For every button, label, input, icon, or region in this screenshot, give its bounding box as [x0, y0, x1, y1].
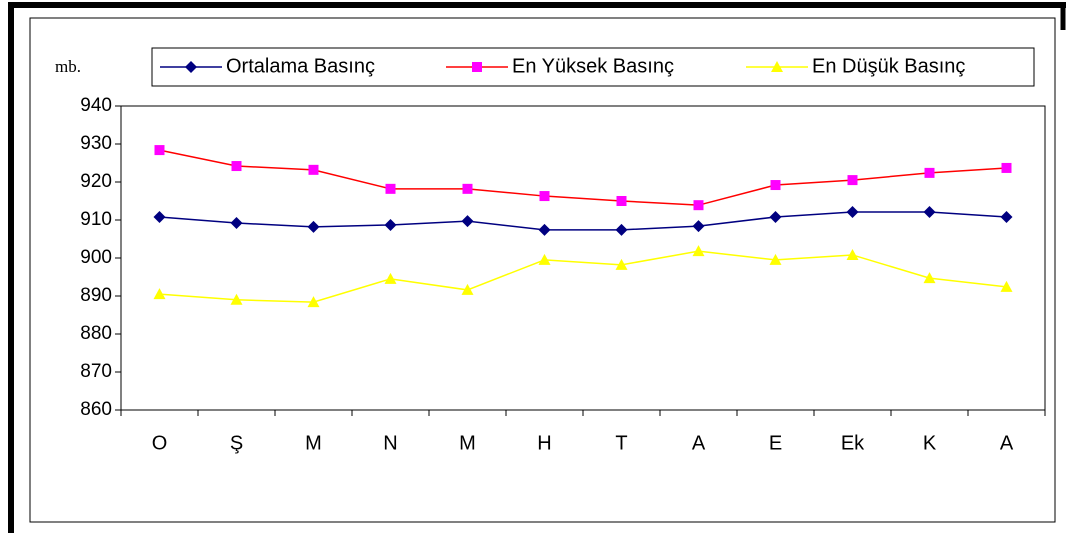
data-point [538, 253, 551, 265]
data-point [230, 293, 243, 305]
data-point [1000, 280, 1013, 292]
data-point [769, 253, 782, 265]
y-tick-label: 870 [80, 361, 112, 382]
y-tick-label: 860 [80, 399, 112, 420]
y-tick-label: 900 [80, 247, 112, 268]
series-line [159, 250, 1007, 303]
data-point [692, 220, 705, 233]
plot-area [120, 105, 1046, 411]
x-tick-label: T [615, 432, 627, 454]
data-point [154, 145, 165, 156]
data-point [923, 206, 936, 219]
data-point [153, 288, 166, 300]
data-point [462, 183, 473, 194]
x-tick-label: M [459, 432, 476, 454]
y-unit: mb. [55, 57, 81, 76]
x-tick-label: K [923, 432, 937, 454]
legend-marker [771, 61, 783, 72]
data-point [846, 248, 859, 260]
y-tick-label: 880 [80, 323, 112, 344]
y-tick-label: 930 [80, 133, 112, 154]
data-point [539, 191, 550, 202]
data-point [307, 296, 320, 308]
x-tick-label: H [537, 432, 551, 454]
legend-label: En Düşük Basınç [812, 55, 965, 77]
data-point [1000, 210, 1013, 223]
data-point [307, 220, 320, 233]
x-tick-label: O [152, 432, 168, 454]
data-point [615, 223, 628, 236]
legend-marker [185, 61, 197, 73]
data-point [538, 223, 551, 236]
data-point [461, 283, 474, 295]
y-tick-label: 890 [80, 285, 112, 306]
data-point [616, 196, 627, 206]
series-line [159, 149, 1007, 206]
x-tick-label: A [1000, 432, 1014, 454]
x-tick-label: E [769, 432, 782, 454]
data-point [924, 167, 935, 178]
data-point [384, 218, 397, 231]
data-point [1001, 162, 1012, 173]
data-point [308, 164, 319, 175]
y-tick-label: 920 [80, 171, 112, 192]
data-point [846, 206, 859, 219]
legend-label: En Yüksek Basınç [512, 55, 674, 77]
series-line [159, 211, 1007, 231]
data-point [153, 210, 166, 223]
legend-label: Ortalama Basınç [226, 55, 375, 77]
data-point [461, 215, 474, 228]
data-point [231, 161, 242, 172]
y-tick-label: 910 [80, 209, 112, 230]
x-tick-label: Ş [230, 432, 243, 454]
data-point [847, 175, 858, 186]
data-point [692, 245, 705, 257]
chart-area [29, 17, 1056, 523]
x-tick-label: M [305, 432, 322, 454]
data-point [615, 258, 628, 270]
data-point [770, 180, 781, 191]
x-tick-label: N [383, 432, 397, 454]
data-point [384, 272, 397, 284]
y-tick-label: 940 [80, 95, 112, 116]
data-point [923, 272, 936, 284]
x-tick-label: A [692, 432, 706, 454]
legend-box [151, 47, 1035, 87]
data-point [769, 210, 782, 223]
data-point [693, 200, 704, 211]
data-point [230, 217, 243, 230]
legend-marker [472, 62, 482, 72]
data-point [385, 183, 396, 194]
x-tick-label: Ek [841, 432, 865, 454]
